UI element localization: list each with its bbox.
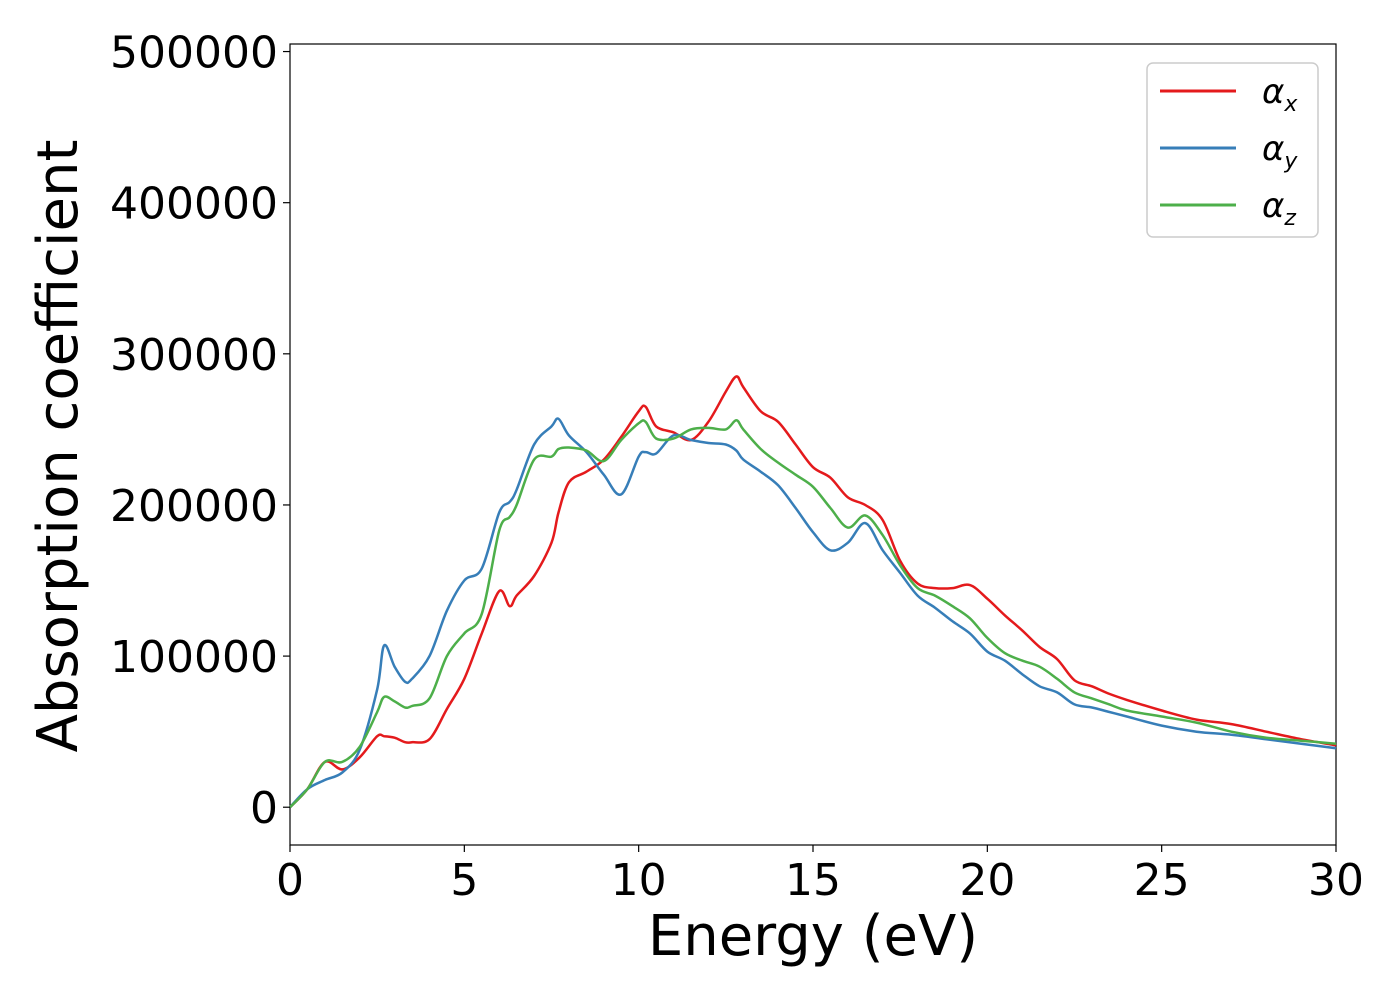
x-axis-title: Energy (eV) xyxy=(648,904,978,969)
series-layer xyxy=(289,375,1337,809)
y-tick-label: 400000 xyxy=(110,179,278,230)
series-line-alpha-x xyxy=(289,375,1337,809)
y-tick-label: 200000 xyxy=(110,481,278,532)
x-tick-label: 30 xyxy=(1308,855,1364,906)
x-tick-label: 20 xyxy=(959,855,1015,906)
y-tick-label: 100000 xyxy=(110,632,278,683)
series-line-alpha-y xyxy=(289,417,1337,809)
y-axis-title: Absorption coefficient xyxy=(26,140,91,753)
x-tick-label: 0 xyxy=(276,855,304,906)
x-tick-label: 15 xyxy=(785,855,841,906)
legend-label-alpha-x: αx xyxy=(1262,72,1298,117)
y-tick-label: 300000 xyxy=(110,330,278,381)
y-tick-label: 0 xyxy=(250,783,278,834)
y-tick-label: 500000 xyxy=(110,28,278,79)
y-axis-ticks: 0 100000 200000 300000 400000 500000 xyxy=(110,28,290,834)
legend-label-alpha-y: αy xyxy=(1262,129,1298,174)
legend-items: αx αy αz xyxy=(1160,72,1298,231)
legend-label-alpha-z: αz xyxy=(1262,186,1296,231)
x-tick-label: 25 xyxy=(1134,855,1190,906)
legend: αx αy αz xyxy=(1146,62,1319,238)
series-line-alpha-z xyxy=(289,419,1337,809)
x-axis-ticks: 0 5 10 15 20 25 30 xyxy=(276,845,1364,906)
x-tick-label: 5 xyxy=(450,855,478,906)
legend-box xyxy=(1146,62,1319,238)
x-tick-label: 10 xyxy=(611,855,667,906)
